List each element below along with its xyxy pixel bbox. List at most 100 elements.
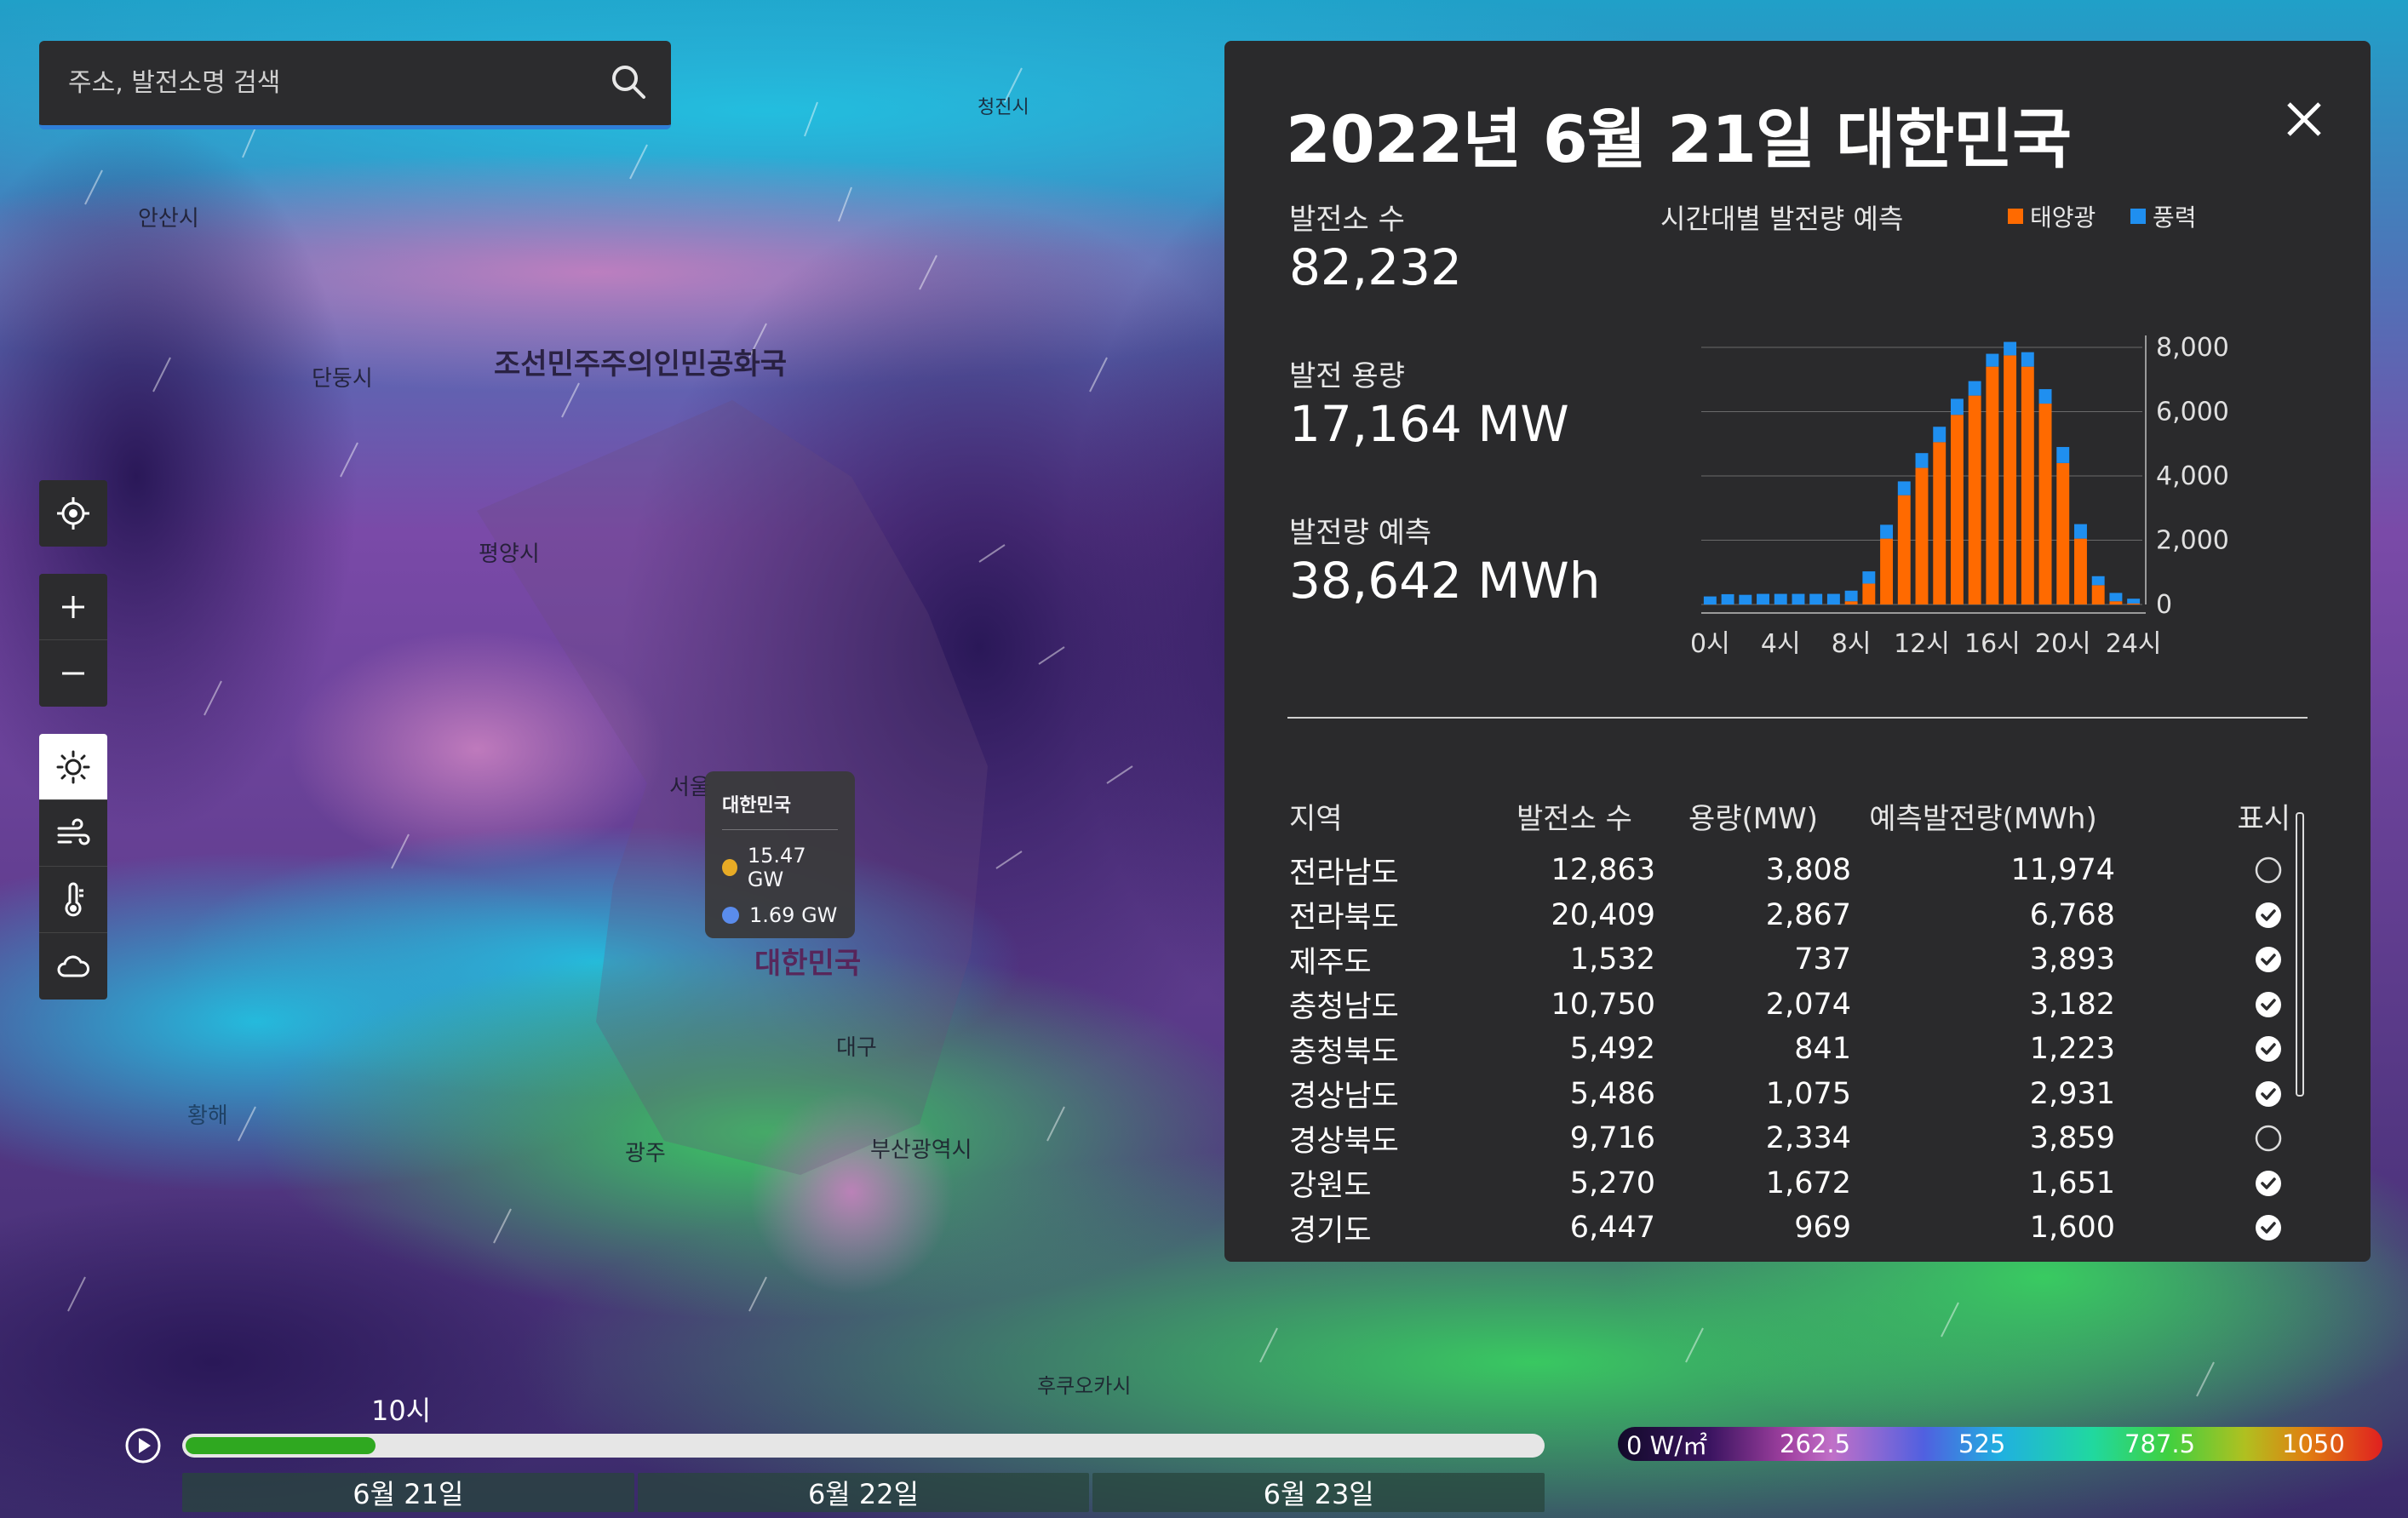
cell-show: [2115, 991, 2302, 1018]
cell-plants: 9,716: [1569, 1121, 1655, 1156]
x-tick-label: 20시: [2035, 629, 2091, 654]
table-row[interactable]: 경기도 6,447 969 1,600: [1289, 1206, 2302, 1251]
bar-solar: [1986, 366, 1999, 604]
header-region[interactable]: 지역: [1289, 801, 1343, 836]
checked-circle-icon[interactable]: [2255, 1214, 2282, 1241]
map-label-korea: 대한민국: [754, 947, 862, 981]
bar-solar: [2004, 355, 2017, 604]
bar-wind: [1844, 590, 1858, 602]
table-row[interactable]: 경상북도 9,716 2,334 3,859: [1289, 1116, 2302, 1161]
day-3[interactable]: 6월 23일: [1092, 1473, 1545, 1512]
cell-show: [2115, 1080, 2302, 1108]
table-row[interactable]: 충청남도 10,750 2,074 3,182: [1289, 982, 2302, 1028]
tooltip-title: 대한민국: [722, 790, 838, 830]
cell-region: 전라북도: [1289, 901, 1399, 936]
checked-circle-icon[interactable]: [2255, 946, 2282, 973]
x-tick-label: 0시: [1690, 629, 1730, 654]
bar-wind: [2038, 389, 2052, 404]
map-label-hwanghae: 황해: [187, 1103, 228, 1129]
thermometer-icon: [65, 882, 83, 916]
bar-wind: [1933, 427, 1946, 443]
cloud-icon: [57, 955, 89, 977]
cell-region: 충청북도: [1289, 1034, 1399, 1069]
current-time-label: 10시: [371, 1395, 432, 1427]
minus-icon: [62, 672, 84, 675]
play-icon[interactable]: [124, 1427, 162, 1464]
locate-control: [39, 480, 107, 547]
cell-region: 경상북도: [1289, 1124, 1399, 1159]
search-input[interactable]: [66, 41, 615, 124]
close-icon[interactable]: [2279, 94, 2330, 145]
legend-solar[interactable]: 태양광: [2008, 199, 2096, 233]
bar-wind: [1880, 524, 1894, 539]
table-scrollbar[interactable]: [2296, 812, 2304, 1097]
checked-circle-icon[interactable]: [2255, 902, 2282, 929]
checked-circle-icon[interactable]: [2255, 1080, 2282, 1108]
bar-solar: [2091, 585, 2105, 604]
map-label-dprk: 조선민주주의인민공화국: [494, 347, 788, 381]
checked-circle-icon[interactable]: [2255, 1170, 2282, 1197]
legend-wind-label: 풍력: [2153, 203, 2197, 232]
locate-button[interactable]: [39, 480, 107, 547]
y-tick-label: 4,000: [2156, 461, 2229, 491]
bar-solar: [1950, 415, 1964, 604]
header-capacity[interactable]: 용량(MW): [1688, 801, 1819, 836]
zoom-out-button[interactable]: [39, 640, 107, 707]
legend-solar-label: 태양광: [2030, 203, 2096, 232]
day-2[interactable]: 6월 22일: [637, 1473, 1090, 1512]
legend-wind[interactable]: 풍력: [2130, 199, 2197, 233]
timeline-slider[interactable]: [182, 1434, 1545, 1458]
bar-wind: [1703, 596, 1717, 604]
crosshair-icon: [57, 497, 89, 530]
cell-capacity: 2,867: [1765, 897, 1851, 932]
bar-wind: [1986, 353, 1999, 367]
x-tick-label: 16시: [1964, 629, 2021, 654]
bar-solar: [2109, 601, 2123, 604]
cell-plants: 10,750: [1551, 987, 1655, 1022]
legend-wind-swatch: [2130, 209, 2146, 224]
header-plants[interactable]: 발전소 수: [1516, 801, 1632, 836]
layer-wind-button[interactable]: [39, 800, 107, 867]
table-row[interactable]: 전라북도 20,409 2,867 6,768: [1289, 893, 2302, 938]
search-bar: [39, 41, 671, 129]
header-forecast[interactable]: 예측발전량(MWh): [1869, 801, 2097, 836]
panel-title: 2022년 6월 21일 대한민국: [1286, 101, 2072, 177]
cell-forecast: 3,182: [2029, 987, 2115, 1022]
y-tick-label: 2,000: [2156, 526, 2229, 556]
cell-capacity: 2,334: [1765, 1121, 1851, 1156]
cell-show: [2115, 1035, 2302, 1063]
checked-circle-icon[interactable]: [2255, 1035, 2282, 1063]
layer-cloud-button[interactable]: [39, 933, 107, 1000]
zoom-in-button[interactable]: [39, 574, 107, 640]
wind-dot-icon: [722, 907, 739, 924]
y-tick-label: 6,000: [2156, 398, 2229, 427]
cell-forecast: 11,974: [2010, 853, 2115, 888]
search-icon[interactable]: [610, 63, 647, 100]
cell-show: [2115, 856, 2302, 884]
unchecked-circle-icon[interactable]: [2255, 856, 2282, 884]
cell-plants: 20,409: [1551, 897, 1655, 932]
checked-circle-icon[interactable]: [2255, 991, 2282, 1018]
capacity-value: 17,164 MW: [1289, 395, 1569, 453]
cell-capacity: 1,672: [1765, 1166, 1851, 1200]
cell-show: [2115, 902, 2302, 929]
wind-icon: [57, 818, 90, 845]
region-tooltip: 대한민국 15.47 GW 1.69 GW: [705, 771, 855, 938]
table-row[interactable]: 충청북도 5,492 841 1,223: [1289, 1027, 2302, 1072]
bar-wind: [1739, 594, 1752, 604]
table-row[interactable]: 전라남도 12,863 3,808 11,974: [1289, 848, 2302, 893]
layer-solar-button[interactable]: [39, 734, 107, 800]
table-row[interactable]: 경상남도 5,486 1,075 2,931: [1289, 1072, 2302, 1117]
bar-solar: [2021, 366, 2034, 604]
bar-wind: [2127, 599, 2141, 604]
table-body: 전라남도 12,863 3,808 11,974 전라북도 20,409 2,867 6,76…: [1289, 848, 2302, 1251]
table-row[interactable]: 강원도 5,270 1,672 1,651: [1289, 1161, 2302, 1206]
bar-solar: [1862, 583, 1876, 604]
unchecked-circle-icon[interactable]: [2255, 1125, 2282, 1152]
day-1[interactable]: 6월 21일: [182, 1473, 634, 1512]
forecast-value: 38,642 MWh: [1289, 552, 1601, 610]
layer-temperature-button[interactable]: [39, 867, 107, 933]
bar-wind: [2056, 447, 2070, 463]
table-row[interactable]: 제주도 1,532 737 3,893: [1289, 937, 2302, 982]
cell-show: [2115, 1170, 2302, 1197]
